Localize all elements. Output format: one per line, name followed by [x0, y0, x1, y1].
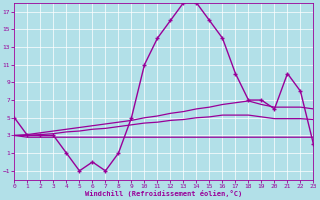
X-axis label: Windchill (Refroidissement éolien,°C): Windchill (Refroidissement éolien,°C): [85, 190, 243, 197]
